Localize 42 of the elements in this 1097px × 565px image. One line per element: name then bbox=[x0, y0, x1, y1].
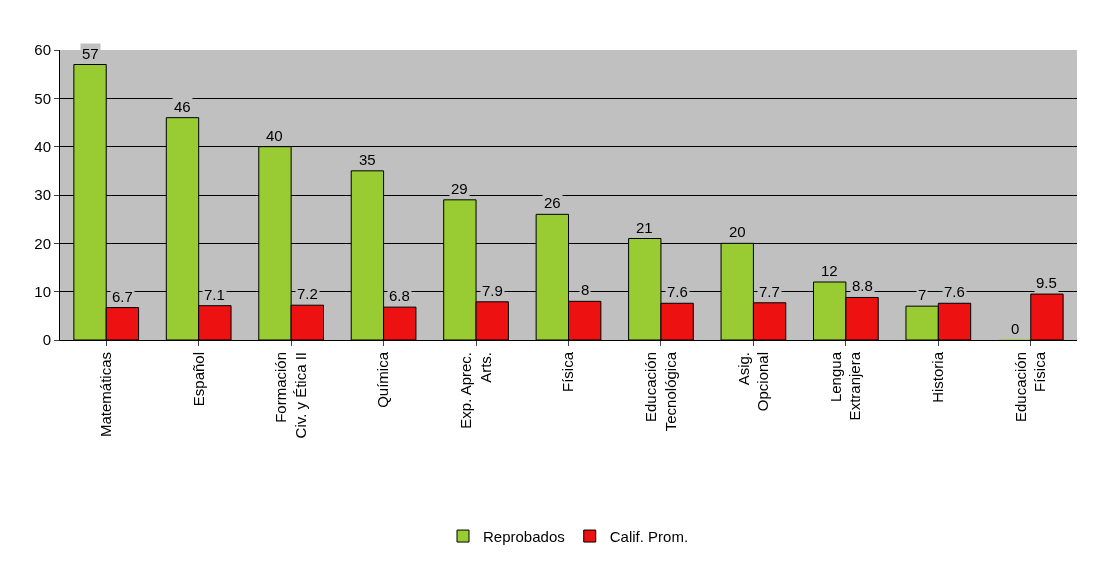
data-label: 6.7 bbox=[112, 288, 133, 305]
data-label: 8 bbox=[581, 281, 590, 298]
y-tick-label: 50 bbox=[34, 89, 51, 107]
x-tick-label: Formación Civ. y Ética II bbox=[272, 352, 309, 439]
data-label: 7.7 bbox=[759, 283, 780, 300]
x-tick-label: Lengua Extranjera bbox=[826, 351, 864, 421]
y-tick-label: 60 bbox=[34, 41, 51, 59]
data-label: 7.6 bbox=[944, 283, 965, 300]
x-tick-label: Química bbox=[374, 351, 392, 408]
data-label: 57 bbox=[82, 45, 99, 62]
data-label: 21 bbox=[636, 219, 653, 236]
y-tick-label: 40 bbox=[34, 137, 51, 155]
y-tick-label: 20 bbox=[34, 234, 51, 252]
data-label: 29 bbox=[451, 180, 468, 197]
x-tick-label: Matemáticas bbox=[97, 352, 115, 438]
data-label: 7.2 bbox=[297, 285, 318, 302]
data-label: 6.8 bbox=[389, 287, 410, 304]
x-tick-label: Exp. Aprec. Arts. bbox=[457, 352, 494, 429]
x-tick-label: Educación Tecnológica bbox=[642, 351, 679, 432]
data-label: 26 bbox=[544, 194, 561, 211]
y-tick-label: 0 bbox=[42, 331, 51, 349]
x-tick-label: Asig. Opcional bbox=[734, 352, 772, 412]
x-tick-label: Física bbox=[559, 351, 577, 393]
data-label: 9.5 bbox=[1036, 274, 1057, 291]
data-label: 12 bbox=[821, 262, 838, 279]
x-tick-label: Español bbox=[189, 352, 207, 407]
data-label: 7.1 bbox=[204, 286, 225, 303]
data-label: 35 bbox=[359, 151, 376, 168]
data-label: 0 bbox=[1011, 320, 1020, 337]
x-tick-label: Historia bbox=[929, 351, 947, 403]
data-label: 8.8 bbox=[852, 277, 873, 294]
data-label: 7 bbox=[918, 286, 927, 303]
x-tick-label: Educación Física bbox=[1011, 351, 1049, 423]
legend-label: Calif. Prom. bbox=[609, 527, 689, 545]
y-tick-label: 10 bbox=[34, 282, 51, 300]
legend-label: Reprobados bbox=[483, 527, 565, 545]
y-tick-label: 30 bbox=[34, 186, 51, 204]
data-label: 40 bbox=[266, 127, 283, 144]
data-label: 20 bbox=[729, 223, 746, 240]
data-label: 46 bbox=[174, 98, 191, 115]
data-label: 7.6 bbox=[667, 283, 688, 300]
data-label: 7.9 bbox=[482, 282, 503, 299]
